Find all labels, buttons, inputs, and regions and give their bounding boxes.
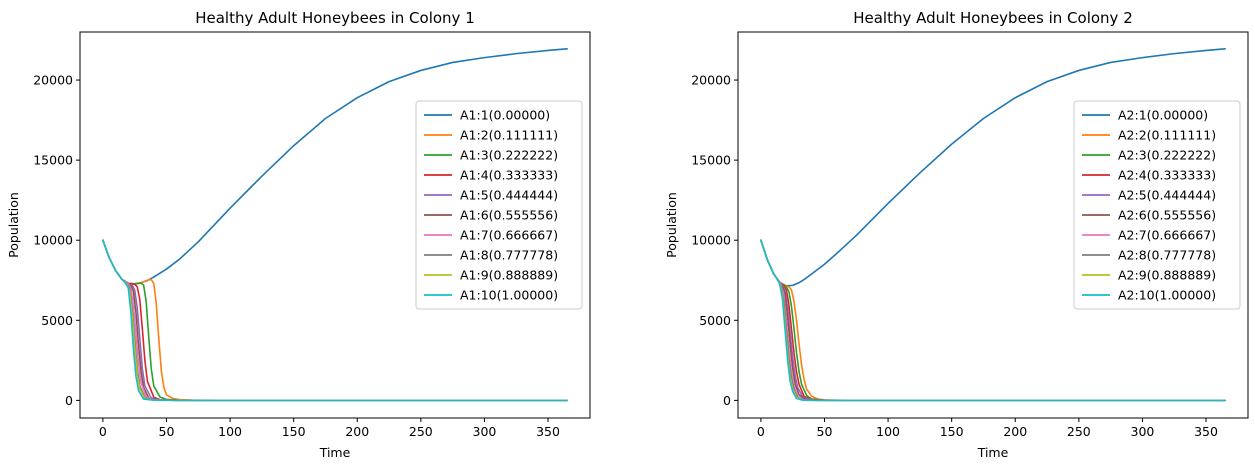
legend-label: A1:5(0.444444) xyxy=(460,188,558,203)
chart-panel-1: 0 50 100 150 200 250 300 350 0 5000 10000 15000 2000… xyxy=(6,9,591,460)
y-tick-label: 20000 xyxy=(691,73,731,88)
legend-label: A1:8(0.777778) xyxy=(460,248,558,263)
legend-label: A2:2(0.111111) xyxy=(1118,128,1216,143)
legend-label: A2:8(0.777778) xyxy=(1118,248,1216,263)
legend-label: A1:9(0.888889) xyxy=(460,268,558,283)
y-tick-label: 0 xyxy=(723,393,731,408)
y-tick-label: 0 xyxy=(65,393,73,408)
x-tick-label: 150 xyxy=(282,424,306,439)
x-tick-label: 250 xyxy=(409,424,433,439)
series-line-10 xyxy=(102,239,568,402)
x-tick-label: 100 xyxy=(218,424,242,439)
x-tick-label: 0 xyxy=(99,424,107,439)
x-tick-label: 350 xyxy=(536,424,560,439)
x-tick-label: 300 xyxy=(473,424,497,439)
x-tick-label: 200 xyxy=(1003,424,1027,439)
legend-label: A2:7(0.666667) xyxy=(1118,228,1216,243)
series-line-10 xyxy=(760,239,1226,402)
legend: A1:1(0.00000) A1:2(0.111111) A1:3(0.222222… xyxy=(415,100,583,310)
legend-label: A1:7(0.666667) xyxy=(460,228,558,243)
legend-label: A2:9(0.888889) xyxy=(1118,268,1216,283)
chart-title: Healthy Adult Honeybees in Colony 1 xyxy=(195,9,475,27)
x-tick-label: 0 xyxy=(757,424,765,439)
y-tick-label: 10000 xyxy=(33,233,73,248)
x-tick-label: 50 xyxy=(159,424,175,439)
x-axis-label: Time xyxy=(319,445,351,460)
series-group xyxy=(102,48,568,402)
legend-label: A2:3(0.222222) xyxy=(1118,148,1216,163)
x-tick-label: 100 xyxy=(876,424,900,439)
x-tick-label: 150 xyxy=(940,424,964,439)
legend-label: A1:10(1.00000) xyxy=(460,288,558,303)
y-tick-label: 15000 xyxy=(691,153,731,168)
legend-label: A2:4(0.333333) xyxy=(1118,168,1216,183)
y-axis-label: Population xyxy=(664,192,679,258)
plot-frame xyxy=(737,31,1249,419)
y-tick-label: 15000 xyxy=(33,153,73,168)
plot-frame xyxy=(79,31,591,419)
legend-label: A2:6(0.555556) xyxy=(1118,208,1216,223)
legend-label: A1:3(0.222222) xyxy=(460,148,558,163)
y-tick-label: 20000 xyxy=(33,73,73,88)
legend-label: A2:5(0.444444) xyxy=(1118,188,1216,203)
legend-label: A1:6(0.555556) xyxy=(460,208,558,223)
legend-label: A1:4(0.333333) xyxy=(460,168,558,183)
x-tick-label: 50 xyxy=(817,424,833,439)
legend-box xyxy=(1073,100,1241,310)
legend: A2:1(0.00000) A2:2(0.111111) A2:3(0.222222… xyxy=(1073,100,1241,310)
legend-label: A2:1(0.00000) xyxy=(1118,108,1208,123)
x-tick-label: 300 xyxy=(1131,424,1155,439)
x-tick-label: 200 xyxy=(345,424,369,439)
legend-label: A1:2(0.111111) xyxy=(460,128,558,143)
chart-title: Healthy Adult Honeybees in Colony 2 xyxy=(853,9,1133,27)
chart-panel-2: 0 50 100 150 200 250 300 350 0 5000 10000 15000 2000… xyxy=(664,9,1249,460)
legend-box xyxy=(415,100,583,310)
y-tick-label: 5000 xyxy=(699,313,731,328)
y-tick-label: 10000 xyxy=(691,233,731,248)
legend-label: A1:1(0.00000) xyxy=(460,108,550,123)
legend-label: A2:10(1.00000) xyxy=(1118,288,1216,303)
y-tick-label: 5000 xyxy=(41,313,73,328)
x-axis-label: Time xyxy=(977,445,1009,460)
x-tick-label: 250 xyxy=(1067,424,1091,439)
y-axis-label: Population xyxy=(6,192,21,258)
x-tick-label: 350 xyxy=(1194,424,1218,439)
series-group xyxy=(760,48,1226,402)
